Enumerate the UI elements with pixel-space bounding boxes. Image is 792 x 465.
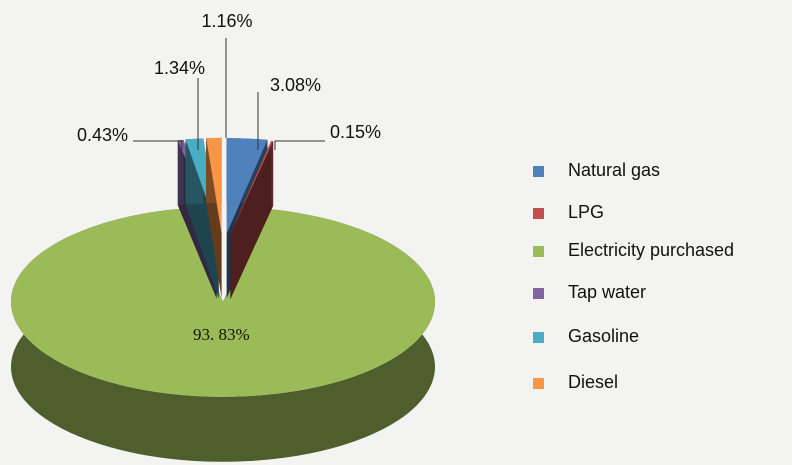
slice-top bbox=[226, 138, 268, 234]
data-label: 1.34% bbox=[154, 58, 205, 78]
legend-label: Electricity purchased bbox=[568, 240, 734, 260]
slice-wall bbox=[177, 139, 184, 206]
legend-label: Gasoline bbox=[568, 326, 639, 346]
slice-top bbox=[206, 137, 222, 233]
data-label: 0.43% bbox=[77, 125, 128, 145]
legend-swatch bbox=[533, 246, 544, 257]
legend-swatch bbox=[533, 332, 544, 343]
data-label: 0.15% bbox=[330, 122, 381, 142]
legend-label: Diesel bbox=[568, 372, 618, 392]
legend-label: LPG bbox=[568, 202, 604, 222]
slice-wall bbox=[271, 140, 274, 207]
leader-line bbox=[133, 140, 183, 150]
data-label: 3.08% bbox=[270, 75, 321, 95]
data-label: 93. 83% bbox=[193, 325, 250, 344]
slice-top bbox=[230, 140, 274, 235]
slice bbox=[206, 137, 222, 298]
legend-label: Tap water bbox=[568, 282, 646, 302]
leader-line bbox=[274, 140, 325, 150]
slice bbox=[10, 208, 435, 462]
legend: Natural gas LPG Electricity purchased Tap w… bbox=[533, 160, 734, 392]
slice-side bbox=[230, 141, 274, 300]
legend-swatch bbox=[533, 288, 544, 299]
legend-swatch bbox=[533, 166, 544, 177]
slice-top bbox=[10, 208, 435, 397]
legend-label: Natural gas bbox=[568, 160, 660, 180]
data-label: 1.16% bbox=[201, 11, 252, 31]
slice bbox=[230, 140, 274, 300]
labels: 3.08% 0.15% 93. 83% 0.43% 1.34% 1.16% bbox=[77, 11, 381, 344]
pie bbox=[10, 137, 435, 462]
legend-swatch bbox=[533, 208, 544, 219]
legend-swatch bbox=[533, 378, 544, 389]
